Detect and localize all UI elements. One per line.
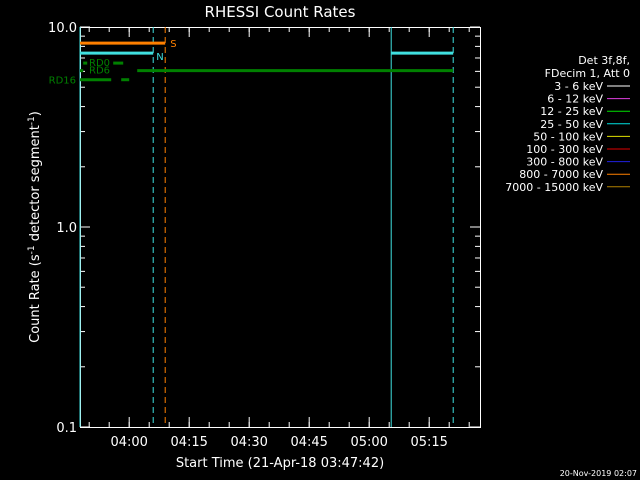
y-label-sup-2: -1 [27,116,37,125]
legend-entry-label: 3 - 6 keV [554,80,603,93]
y-axis-ticks: 10.0 1.0 0.1 [48,21,480,436]
y-label-sup-1: -1 [27,245,37,254]
x-tick-label: 04:45 [290,435,327,450]
x-tick-label: 05:15 [410,435,447,450]
y-label-part-2: detector segment [28,125,43,245]
y-axis-label: Count Rate (s-1 detector segment-1) [27,111,43,343]
legend-entry-label: 6 - 12 keV [547,93,603,106]
flag-label-rd6: RD6 [89,66,110,77]
legend-entry-label: 300 - 800 keV [526,156,603,169]
x-tick-label: 04:00 [110,435,147,450]
flag-label-rd0: RD0 [89,58,110,69]
x-tick-label: 04:30 [230,435,267,450]
x-tick-label: 05:00 [350,435,387,450]
legend-entry-label: 800 - 7000 keV [519,168,603,181]
flag-label-n: N [156,52,163,63]
legend-header-line-2: FDecim 1, Att 0 [545,67,630,80]
y-tick-label: 10.0 [48,21,77,36]
legend-entry-label: 25 - 50 keV [540,118,603,131]
x-tick-label: 04:15 [170,435,207,450]
legend-entry-label: 7000 - 15000 keV [505,181,603,194]
legend-header-line-1: Det 3f,8f, [578,54,630,67]
flag-label-rd16: RD16 [49,76,76,87]
legend-entry-label: 50 - 100 keV [533,130,603,143]
x-axis-label: Start Time (21-Apr-18 03:47:42) [176,456,384,471]
y-label-part-3: ) [28,111,43,116]
plot-timestamp: 20-Nov-2019 02:07 [560,469,637,478]
chart-title: RHESSI Count Rates [205,3,356,21]
legend-entry-label: 12 - 25 keV [540,105,603,118]
x-axis-ticks: 04:00 04:15 04:30 04:45 05:00 05:15 [88,27,470,450]
time-markers [79,27,454,427]
legend-entry-label: 100 - 300 keV [526,143,603,156]
y-label-part-1: Count Rate (s [28,254,43,343]
flag-label-s: S [170,39,176,50]
y-tick-label: 1.0 [56,221,77,236]
y-tick-label: 0.1 [56,421,77,436]
